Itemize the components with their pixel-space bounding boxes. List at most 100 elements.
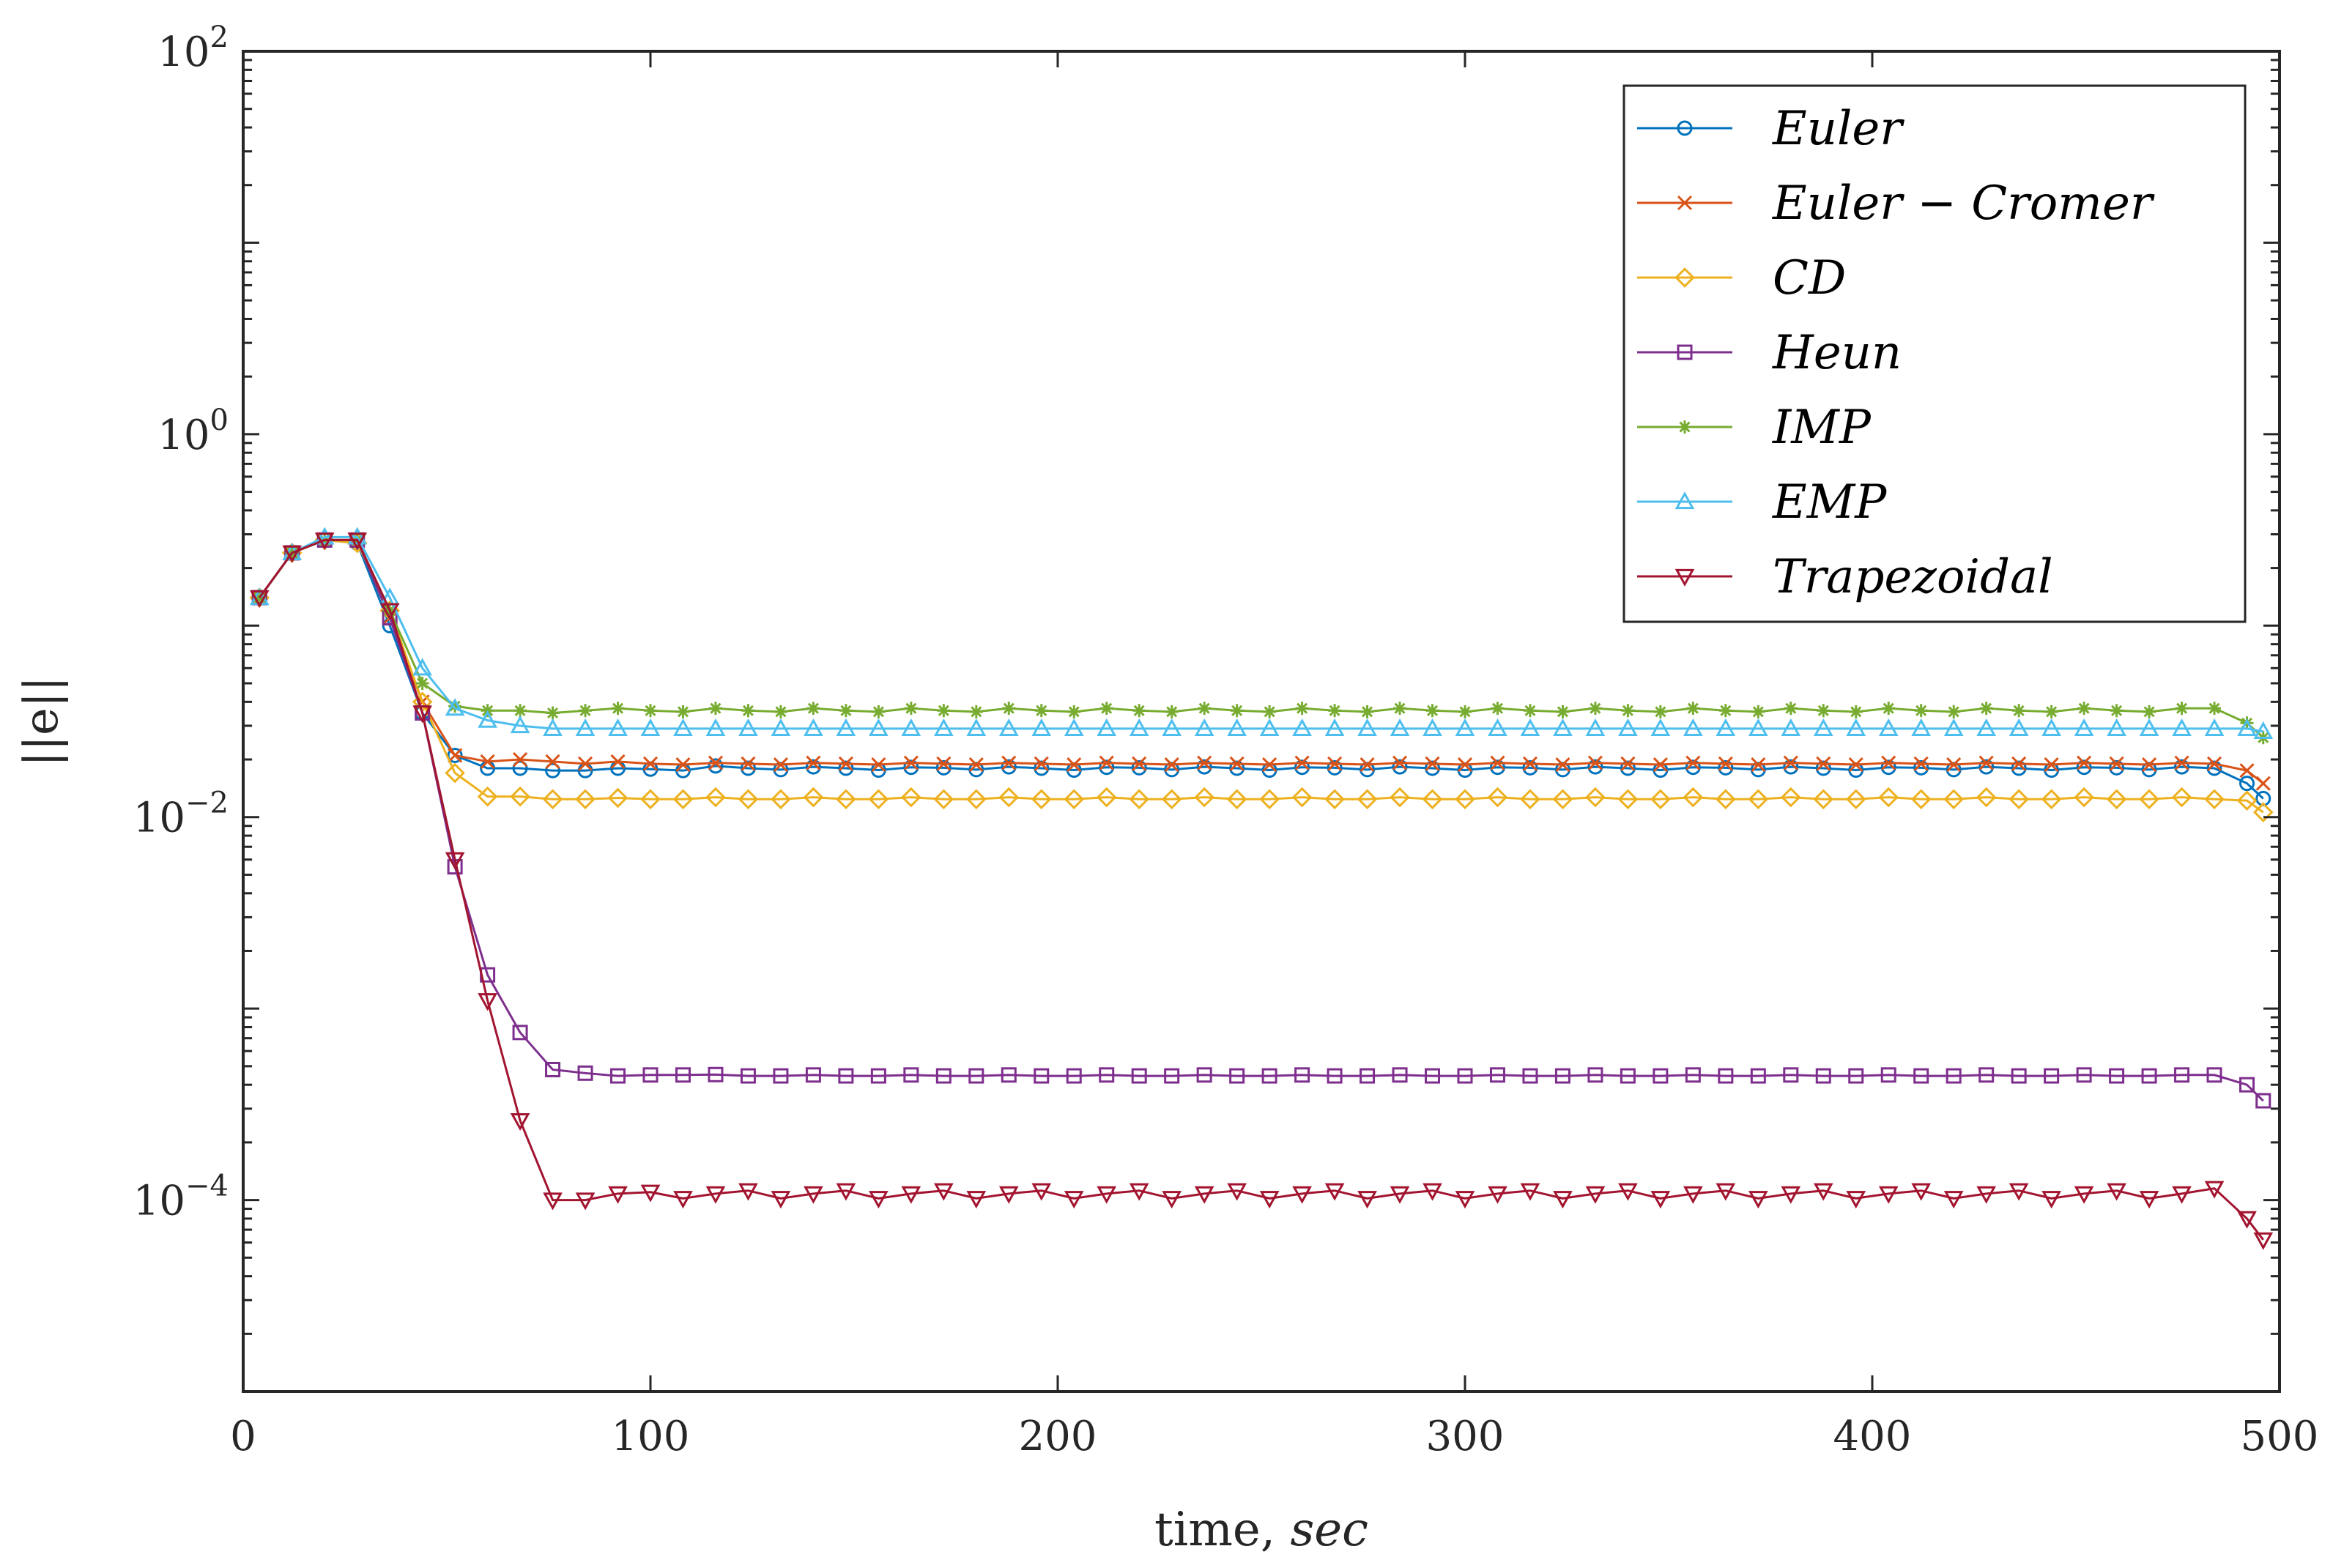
data-point <box>445 852 465 870</box>
data-point <box>1229 1068 1245 1084</box>
data-point <box>2204 718 2225 736</box>
data-point <box>2110 704 2124 718</box>
data-point <box>870 1068 886 1084</box>
data-point <box>1488 718 1507 736</box>
data-point <box>935 759 952 776</box>
data-point <box>1618 1183 1638 1201</box>
data-point <box>448 748 463 763</box>
data-point <box>1165 705 1179 718</box>
data-point <box>1490 755 1505 770</box>
data-point <box>1554 762 1570 778</box>
data-point <box>1129 1183 1149 1201</box>
data-point <box>1556 705 1570 718</box>
data-point <box>771 789 791 810</box>
data-point <box>705 718 726 736</box>
data-point <box>1392 1067 1408 1083</box>
data-point <box>1489 1067 1505 1083</box>
data-point <box>1229 760 1245 776</box>
data-point <box>1194 787 1214 808</box>
legend-label: Heun <box>1772 326 1902 380</box>
data-point <box>642 756 659 771</box>
data-point <box>868 789 889 810</box>
data-point <box>2139 789 2159 810</box>
data-point <box>2074 718 2094 736</box>
data-point <box>1096 787 1117 808</box>
data-point <box>968 1068 984 1084</box>
data-point <box>640 789 661 810</box>
legend: Euler Euler − Cromer CD Heun IMP EMP Trapezoid… <box>1622 84 2247 623</box>
data-point <box>2041 718 2061 736</box>
data-point <box>774 705 787 718</box>
data-point <box>2240 716 2254 730</box>
data-point <box>937 704 951 718</box>
data-point <box>1946 762 1962 778</box>
data-point <box>805 759 821 775</box>
data-point <box>998 718 1019 736</box>
data-point <box>2106 789 2127 810</box>
data-point <box>1295 702 1309 716</box>
data-point <box>1522 1068 1538 1084</box>
x-axis-title: time, sec <box>1154 1503 1368 1557</box>
series-layer <box>249 527 2274 1250</box>
data-point <box>741 756 756 771</box>
series-line <box>259 538 2264 800</box>
data-point <box>1913 1068 1929 1084</box>
data-point <box>1294 755 1310 770</box>
data-point <box>1781 718 1801 736</box>
data-point <box>705 787 726 808</box>
data-point <box>610 754 626 769</box>
data-point <box>2044 705 2058 718</box>
data-point <box>1131 759 1147 776</box>
legend-entry: Euler − Cromer <box>1637 177 2155 231</box>
data-point <box>314 532 335 551</box>
data-point <box>1716 1183 1736 1201</box>
data-point <box>1978 759 1995 775</box>
data-point <box>1683 1186 1703 1204</box>
data-point <box>904 702 918 716</box>
data-point <box>1911 1183 1932 1201</box>
data-point <box>1390 1186 1410 1204</box>
data-point <box>1226 789 1247 810</box>
data-point <box>1621 704 1635 718</box>
data-point <box>1913 756 1929 771</box>
data-point <box>1653 1068 1669 1084</box>
data-point <box>933 718 954 736</box>
data-point <box>448 699 462 713</box>
data-point <box>1881 755 1896 770</box>
data-point <box>1491 702 1505 716</box>
data-point <box>903 1067 919 1083</box>
data-point <box>2009 1183 2029 1201</box>
data-point <box>1196 1067 1212 1083</box>
ticks-layer <box>242 50 2281 1393</box>
data-point <box>2252 802 2274 822</box>
data-point <box>998 787 1020 808</box>
data-point <box>1064 718 1084 736</box>
data-point <box>1457 1068 1473 1084</box>
data-point <box>673 1191 693 1209</box>
data-point <box>771 1191 791 1209</box>
data-point <box>2236 790 2258 811</box>
data-point <box>640 718 661 736</box>
data-point <box>1230 704 1244 718</box>
data-point <box>607 787 628 809</box>
data-point <box>933 1183 954 1201</box>
legend-marker <box>1674 568 1695 587</box>
data-point <box>2044 757 2059 773</box>
data-point <box>2172 718 2192 736</box>
data-point <box>804 1186 823 1204</box>
data-point <box>542 789 563 810</box>
data-point <box>1585 718 1606 736</box>
y-tick-label: 102 <box>157 21 229 76</box>
data-point <box>2009 789 2029 810</box>
data-point <box>1132 756 1147 771</box>
data-point <box>478 710 497 728</box>
legend-label: Euler − Cromer <box>1772 177 2155 231</box>
data-point <box>2141 1068 2157 1084</box>
data-point <box>1520 1183 1540 1201</box>
data-point <box>1748 718 1768 736</box>
data-point <box>839 704 853 718</box>
tick-labels-layer: 0 100 200 300 400 500 10−4 10−2 100 102 <box>133 21 2319 1460</box>
data-point <box>1164 757 1179 773</box>
data-point <box>2253 721 2274 739</box>
data-point <box>513 751 528 768</box>
